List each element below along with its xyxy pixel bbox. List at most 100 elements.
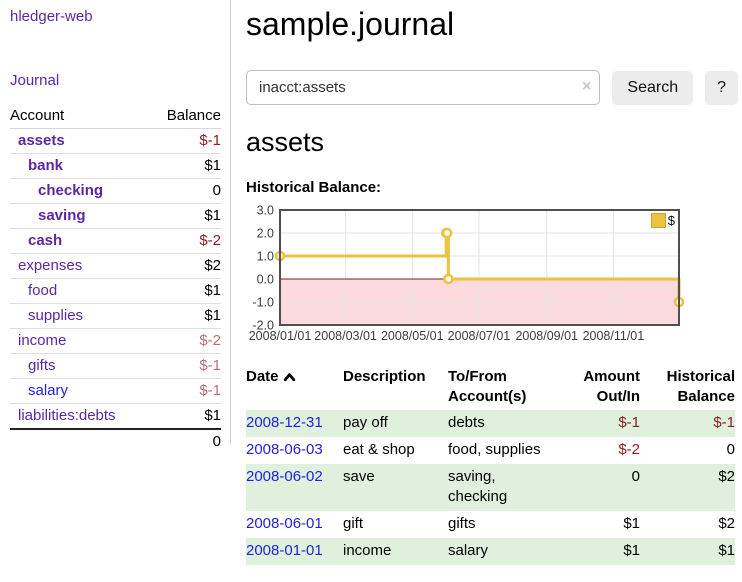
account-balance: $-2 xyxy=(149,228,221,254)
account-balance: $-1 xyxy=(149,353,221,379)
register-header-balance: Historical Balance xyxy=(666,368,735,405)
legend-label: $ xyxy=(667,213,675,228)
account-balance: $1 xyxy=(149,153,221,179)
sidebar: hledger-web Journal Account Balance asse… xyxy=(0,0,231,454)
register-row: 2008-06-02 save saving, checking 0 $2 xyxy=(246,464,735,511)
account-balance: $1 xyxy=(149,303,221,329)
account-balance: $-2 xyxy=(149,328,221,354)
register-row: 2008-12-31 pay off debts $-1 $-1 xyxy=(246,410,735,437)
account-link-bank[interactable]: bank xyxy=(28,157,64,174)
register-header-date[interactable]: Date xyxy=(246,365,343,410)
transaction-date-link[interactable]: 2008-06-03 xyxy=(246,441,323,458)
chart-canvas: 2008/01/01 2008/03/01 2008/05/01 2008/07/01… xyxy=(249,204,685,343)
account-row-saving: saving $1 xyxy=(10,203,221,229)
transaction-description: gift xyxy=(343,515,364,532)
account-row-gifts: gifts $-1 xyxy=(10,353,221,379)
register-row: 2008-01-01 income salary $1 $1 xyxy=(246,538,735,565)
svg-text:2008/05/01: 2008/05/01 xyxy=(381,329,444,343)
account-balance: $-1 xyxy=(149,128,221,154)
chart-heading: Historical Balance: xyxy=(246,179,382,196)
account-link-liabilities-debts[interactable]: liabilities:debts xyxy=(18,407,116,424)
account-row-expenses: expenses $2 xyxy=(10,253,221,279)
clear-search-icon[interactable]: × xyxy=(582,78,592,95)
search-button[interactable]: Search xyxy=(612,70,694,105)
svg-text:2008/09/01: 2008/09/01 xyxy=(515,329,578,343)
register-row: 2008-06-03 eat & shop food, supplies $-2… xyxy=(246,437,735,464)
accounts-total-value: 0 xyxy=(149,428,221,454)
register-header-row: Date Description To/From Account(s) Amoun… xyxy=(246,365,735,410)
account-balance: $1 xyxy=(149,203,221,229)
account-balance: $2 xyxy=(149,253,221,279)
account-link-expenses[interactable]: expenses xyxy=(18,257,83,274)
transaction-description: save xyxy=(343,464,448,511)
account-link-cash[interactable]: cash xyxy=(28,232,63,249)
account-row-food: food $1 xyxy=(10,278,221,304)
accounts-header-balance: Balance xyxy=(149,104,221,129)
transaction-amount: $-1 xyxy=(553,410,640,437)
transaction-amount: $1 xyxy=(553,538,640,565)
transaction-accounts: saving, checking xyxy=(448,464,553,511)
account-balance: $1 xyxy=(149,403,221,430)
account-link-food[interactable]: food xyxy=(28,282,58,299)
svg-text:2008/11/01: 2008/11/01 xyxy=(583,329,645,343)
svg-text:3.0: 3.0 xyxy=(257,204,274,218)
account-row-bank: bank $1 xyxy=(10,153,221,179)
register-row: 2008-06-01 gift gifts $1 $2 xyxy=(246,511,735,538)
app-brand-link[interactable]: hledger-web xyxy=(10,8,93,25)
account-link-supplies[interactable]: supplies xyxy=(28,307,84,324)
transaction-description: pay off xyxy=(343,410,448,437)
register-header-accounts: To/From Account(s) xyxy=(448,368,527,405)
transaction-description: eat & shop xyxy=(343,441,415,458)
account-link-salary[interactable]: salary xyxy=(28,382,69,399)
account-link-assets[interactable]: assets xyxy=(18,132,65,149)
accounts-table: Account Balance assets $-1 bank $1 check… xyxy=(10,104,221,454)
register-header-description: Description xyxy=(343,368,426,385)
account-balance: $-1 xyxy=(149,378,221,404)
transaction-amount: $-2 xyxy=(618,441,640,458)
transaction-date-link[interactable]: 2008-12-31 xyxy=(246,414,323,431)
svg-text:2008/03/01: 2008/03/01 xyxy=(314,329,377,343)
svg-text:0.0: 0.0 xyxy=(257,273,274,287)
account-link-income[interactable]: income xyxy=(18,332,67,349)
account-balance: 0 xyxy=(149,178,221,204)
account-page-title: assets xyxy=(246,127,325,157)
search-form: × Search ? xyxy=(246,70,738,105)
account-row-assets: assets $-1 xyxy=(10,128,221,154)
account-row-liabilities-debts: liabilities:debts $1 xyxy=(10,403,221,430)
help-button[interactable]: ? xyxy=(705,70,738,105)
account-link-saving[interactable]: saving xyxy=(38,207,86,224)
transaction-accounts: debts xyxy=(448,410,553,437)
legend-swatch xyxy=(650,213,666,228)
transaction-balance: $1 xyxy=(640,538,735,565)
register-header-amount: Amount Out/In xyxy=(583,368,640,405)
sidebar-item-journal[interactable]: Journal xyxy=(10,72,60,89)
account-row-salary: salary $-1 xyxy=(10,378,221,404)
transaction-balance: 0 xyxy=(726,441,735,458)
transaction-accounts: gifts xyxy=(448,515,476,532)
transaction-balance: $-1 xyxy=(640,410,735,437)
account-row-supplies: supplies $1 xyxy=(10,303,221,329)
transaction-amount: 0 xyxy=(553,464,640,511)
transaction-date-link[interactable]: 2008-06-02 xyxy=(246,468,323,485)
svg-text:1.0: 1.0 xyxy=(257,250,274,264)
main-content: sample.journal × Search ? assets Histori… xyxy=(246,0,738,565)
historical-balance-chart: 2008/01/01 2008/03/01 2008/05/01 2008/07/01… xyxy=(246,203,688,343)
transaction-balance: $2 xyxy=(718,515,735,532)
transaction-description: income xyxy=(343,538,448,565)
svg-text:2008/01/01: 2008/01/01 xyxy=(249,329,312,343)
sort-ascending-icon xyxy=(283,368,296,388)
svg-text:-1.0: -1.0 xyxy=(252,296,274,310)
accounts-header-account: Account xyxy=(10,104,150,129)
svg-text:2.0: 2.0 xyxy=(257,227,274,241)
transaction-date-link[interactable]: 2008-06-01 xyxy=(246,515,323,532)
svg-text:2008/07/01: 2008/07/01 xyxy=(448,329,511,343)
account-link-gifts[interactable]: gifts xyxy=(28,357,56,374)
register-table: Date Description To/From Account(s) Amoun… xyxy=(246,365,735,565)
page-title: sample.journal xyxy=(246,6,455,42)
search-input[interactable] xyxy=(246,70,601,105)
account-link-checking[interactable]: checking xyxy=(38,182,104,199)
account-row-cash: cash $-2 xyxy=(10,228,221,254)
date-header-label: Date xyxy=(246,368,279,385)
chart-legend: $ xyxy=(648,212,677,229)
transaction-date-link[interactable]: 2008-01-01 xyxy=(246,542,323,559)
